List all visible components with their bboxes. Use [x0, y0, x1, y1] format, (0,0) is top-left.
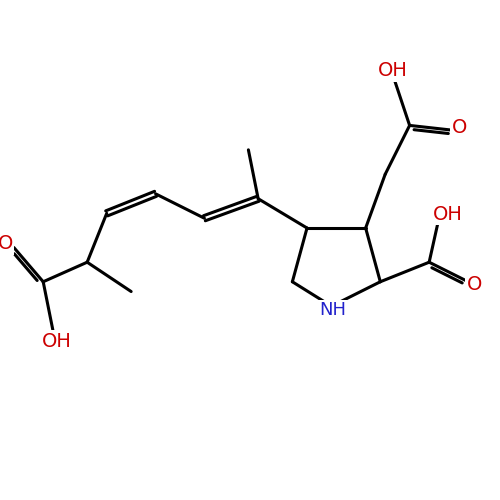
- Text: OH: OH: [433, 205, 462, 224]
- Text: O: O: [452, 118, 467, 138]
- Text: O: O: [0, 234, 13, 253]
- Text: OH: OH: [42, 332, 72, 351]
- Text: O: O: [466, 274, 482, 293]
- Text: OH: OH: [378, 61, 408, 80]
- Text: NH: NH: [319, 301, 346, 319]
